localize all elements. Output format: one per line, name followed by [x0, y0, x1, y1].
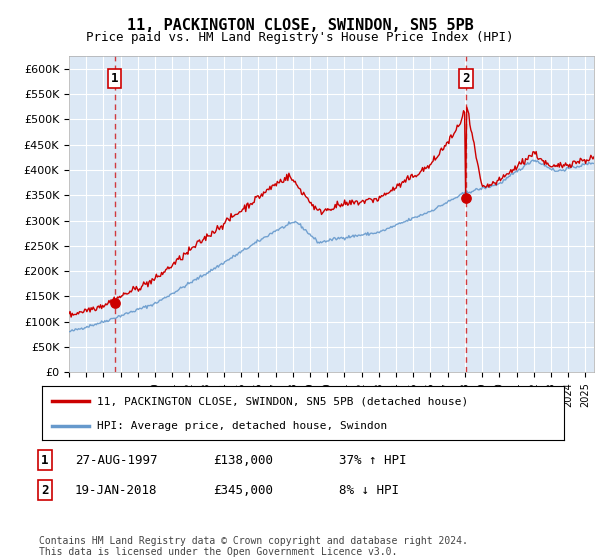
- Text: 11, PACKINGTON CLOSE, SWINDON, SN5 5PB: 11, PACKINGTON CLOSE, SWINDON, SN5 5PB: [127, 18, 473, 33]
- Text: 1: 1: [41, 454, 49, 467]
- Text: 2: 2: [462, 72, 470, 85]
- Text: 37% ↑ HPI: 37% ↑ HPI: [339, 454, 407, 467]
- Text: 1: 1: [111, 72, 118, 85]
- Text: 27-AUG-1997: 27-AUG-1997: [75, 454, 157, 467]
- Text: £345,000: £345,000: [213, 483, 273, 497]
- Text: Price paid vs. HM Land Registry's House Price Index (HPI): Price paid vs. HM Land Registry's House …: [86, 31, 514, 44]
- Text: Contains HM Land Registry data © Crown copyright and database right 2024.
This d: Contains HM Land Registry data © Crown c…: [39, 535, 468, 557]
- Text: 8% ↓ HPI: 8% ↓ HPI: [339, 483, 399, 497]
- Point: [110, 298, 119, 307]
- Text: HPI: Average price, detached house, Swindon: HPI: Average price, detached house, Swin…: [97, 421, 387, 431]
- Text: 2: 2: [41, 483, 49, 497]
- Text: 19-JAN-2018: 19-JAN-2018: [75, 483, 157, 497]
- Point: [461, 193, 470, 202]
- Text: 11, PACKINGTON CLOSE, SWINDON, SN5 5PB (detached house): 11, PACKINGTON CLOSE, SWINDON, SN5 5PB (…: [97, 396, 468, 407]
- Text: £138,000: £138,000: [213, 454, 273, 467]
